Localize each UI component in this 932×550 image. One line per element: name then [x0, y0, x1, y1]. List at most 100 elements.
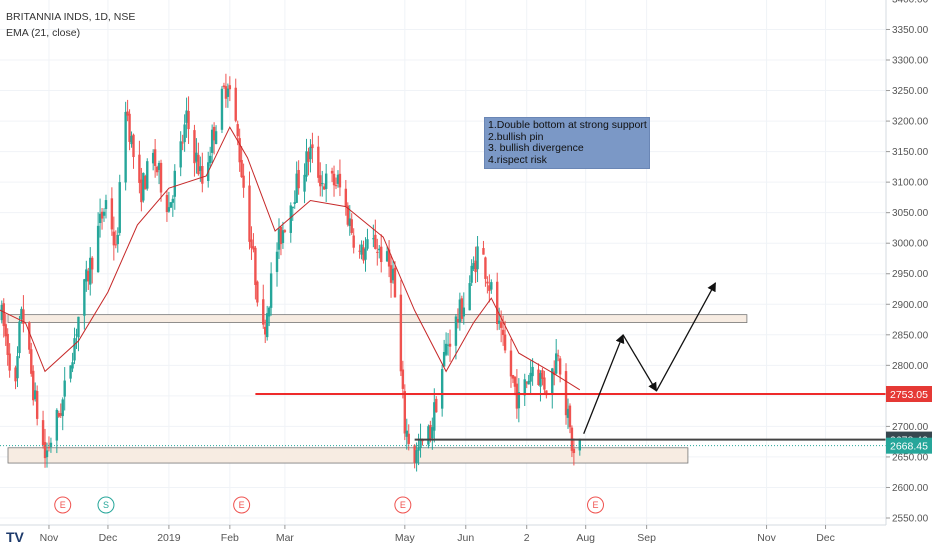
candle-body: [545, 390, 548, 396]
symbol-label[interactable]: BRITANNIA INDS, 1D, NSE: [6, 11, 136, 23]
candle-body: [321, 183, 324, 185]
candle-body: [187, 110, 190, 130]
candle-body: [446, 344, 450, 346]
price-tick-label: 3200.00: [892, 117, 929, 128]
candle-body: [364, 248, 367, 260]
candle-body: [142, 172, 145, 201]
event-label: E: [239, 500, 245, 510]
price-tag-bg: [886, 386, 932, 403]
candle-body: [484, 257, 487, 279]
candle-body: [151, 152, 155, 164]
candle-body: [201, 165, 204, 184]
candle-body: [511, 375, 515, 379]
candle-body: [126, 111, 129, 116]
candle-body: [572, 448, 576, 454]
price-tag-label: 2668.45: [890, 441, 928, 453]
candle-body: [169, 202, 173, 208]
candle-body: [254, 247, 257, 285]
candle-body: [18, 321, 21, 354]
price-tick-label: 3150.00: [892, 147, 929, 158]
candle-body: [515, 383, 519, 409]
candle-body: [153, 149, 157, 166]
candle-body: [128, 113, 131, 142]
candle-body: [30, 349, 33, 374]
candle-body: [41, 420, 45, 446]
candle-body: [179, 141, 182, 168]
candle-body: [496, 281, 499, 325]
candle-body: [157, 163, 161, 170]
candle-body: [472, 263, 475, 270]
candle-body: [435, 398, 438, 413]
candle-body: [59, 413, 62, 416]
candle-body: [407, 433, 410, 444]
candle-body: [165, 194, 169, 213]
candle-body: [240, 159, 243, 178]
candle-body: [71, 362, 74, 369]
candle-body: [352, 235, 355, 248]
candle-body: [393, 267, 397, 298]
time-tick-label: Jun: [457, 532, 474, 544]
candle-body: [34, 390, 37, 400]
candle-body: [132, 134, 135, 158]
candle-body: [110, 198, 114, 230]
candle-body: [366, 239, 369, 249]
candle-body: [433, 402, 436, 431]
time-tick-label: Mar: [276, 532, 295, 544]
candle-body: [527, 380, 530, 385]
candle-body: [228, 85, 232, 90]
candle-body: [350, 219, 353, 233]
candle-body: [295, 173, 298, 203]
candle-body: [155, 166, 159, 173]
candle-body: [279, 226, 283, 245]
zone-box: [7, 447, 689, 464]
candle-body: [183, 124, 186, 143]
event-label: E: [60, 500, 66, 510]
candle-body: [440, 369, 444, 409]
candle-body: [208, 155, 212, 164]
candle-body: [96, 225, 100, 273]
time-tick-label: May: [395, 532, 416, 544]
candle-body: [529, 372, 532, 382]
candle-body: [568, 405, 572, 428]
candle-body: [517, 392, 521, 409]
candle-body: [417, 447, 420, 451]
price-levels: [0, 393, 886, 447]
candle-body: [100, 211, 104, 219]
indicator-label[interactable]: EMA (21, close): [6, 27, 81, 39]
candle-body: [6, 333, 9, 355]
candle-body: [554, 353, 558, 374]
candle-body: [102, 211, 106, 216]
price-tick-label: 3100.00: [892, 178, 929, 189]
candle-body: [470, 265, 473, 283]
candle-body: [362, 247, 365, 261]
annotation-line: 2.bullish pin: [488, 130, 544, 143]
event-circle: [97, 496, 115, 514]
candle-body: [277, 229, 281, 250]
price-tick-label: 2650.00: [892, 452, 929, 463]
price-tag-label: 2753.05: [890, 389, 928, 401]
candle-body: [378, 248, 381, 251]
candle-body: [45, 450, 49, 458]
candle-body: [429, 424, 432, 441]
candles: [0, 73, 581, 472]
time-tick-label: Aug: [576, 532, 595, 544]
candle-body: [269, 273, 273, 308]
zone-box: [7, 314, 748, 323]
tradingview-logo[interactable]: TV: [6, 529, 24, 545]
candle-body: [224, 86, 228, 99]
candle-body: [47, 447, 51, 449]
candle-body: [476, 246, 479, 270]
candle-body: [427, 426, 430, 445]
candle-body: [380, 246, 383, 263]
time-axis[interactable]: Nov Dec 2019 Feb Mar May Jun 2 Aug Sep Nov Dec: [0, 524, 886, 544]
candle-body: [75, 334, 78, 336]
candle-body: [385, 251, 389, 262]
annotation-box[interactable]: 1.Double bottom at strong support 2.bull…: [484, 117, 650, 169]
price-axis[interactable]: 2550.002600.002650.002700.002750.002800.…: [885, 0, 929, 525]
candle-body: [543, 377, 546, 390]
candle-body: [171, 198, 175, 203]
candle-body: [374, 234, 377, 249]
candle-body: [2, 303, 5, 327]
